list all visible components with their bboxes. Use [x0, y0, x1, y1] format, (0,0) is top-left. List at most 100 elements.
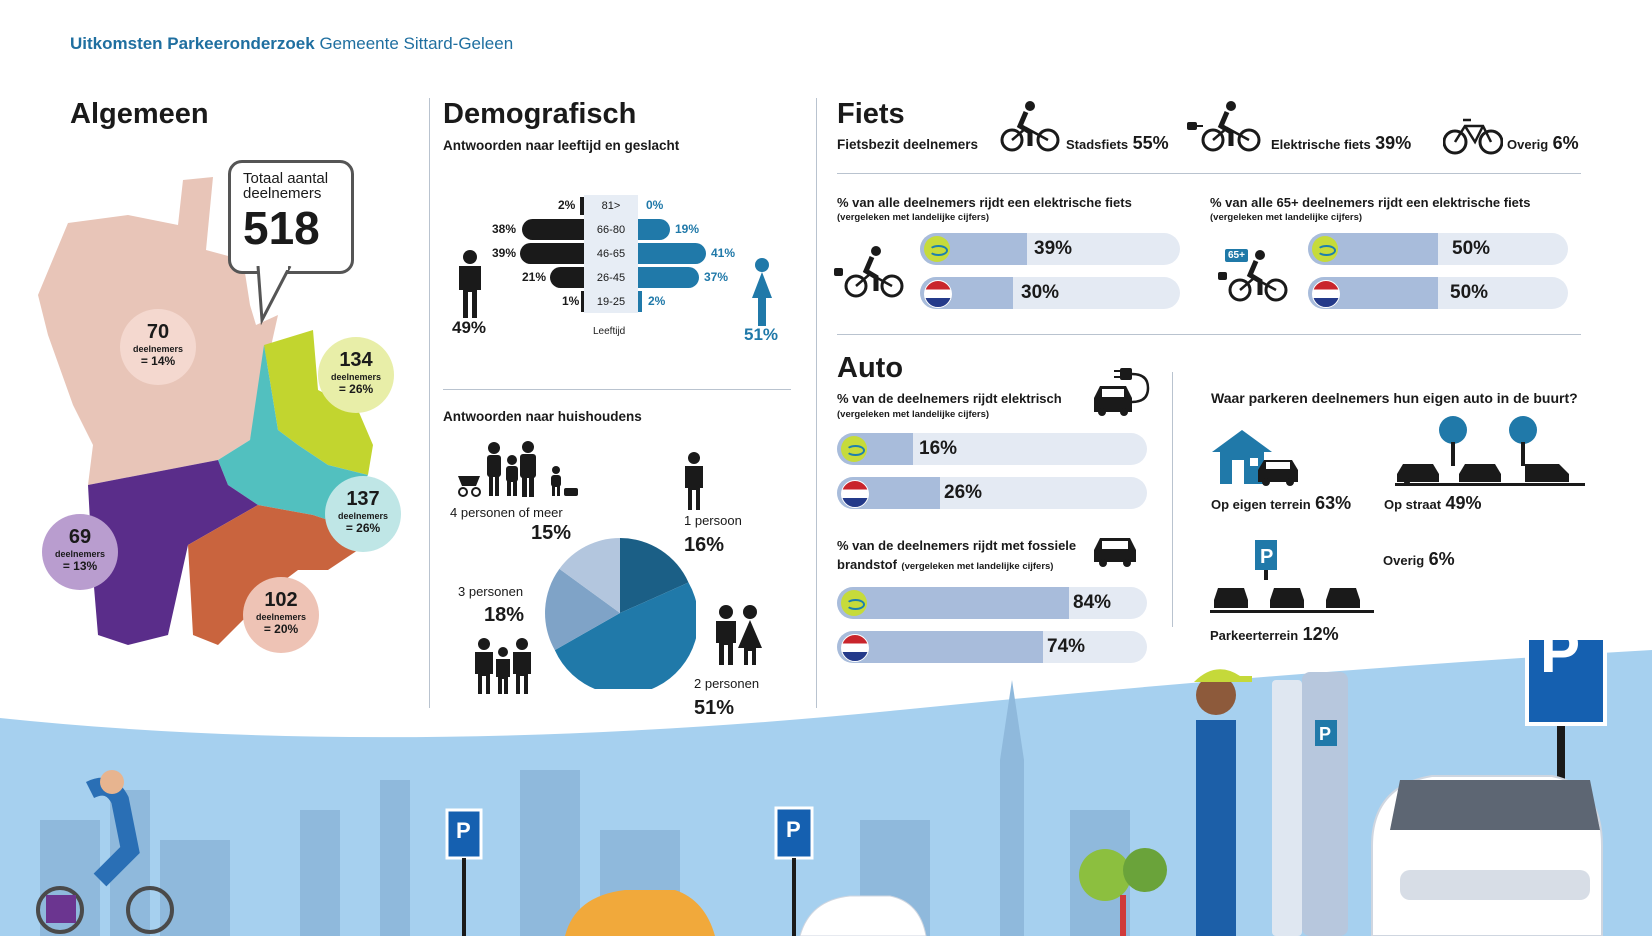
- parking-question: Waar parkeren deelnemers hun eigen auto …: [1211, 390, 1578, 406]
- ebike-all-title: % van alle deelnemers rijdt een elektris…: [837, 195, 1132, 210]
- region-circle-east: 134 deelnemers = 26%: [318, 337, 394, 413]
- region-pct: = 14%: [140, 354, 176, 368]
- pyr-male-bar: [520, 243, 584, 264]
- pyr-male-pct: 2%: [558, 198, 576, 212]
- netherlands-flag-icon: [924, 280, 952, 308]
- total-value: 518: [243, 202, 320, 254]
- city-illustration: P P P P: [0, 640, 1652, 936]
- auto-electric-title: % van de deelnemers rijdt elektrisch: [837, 391, 1062, 406]
- pyr-female-bar: [638, 243, 706, 264]
- ebike-65-title: % van alle 65+ deelnemers rijdt een elek…: [1210, 195, 1531, 210]
- pyr-female-pct: 41%: [711, 246, 736, 260]
- bike-type-overig: Overig 6%: [1507, 133, 1579, 154]
- municipality-logo-icon: [1312, 236, 1338, 262]
- pyr-female-bar: [638, 219, 670, 240]
- household-label-2: 2 personen: [694, 676, 760, 691]
- region-label: deelnemers: [337, 511, 389, 521]
- region-circle-center: 137 deelnemers = 26%: [325, 476, 401, 552]
- netherlands-flag-icon: [841, 634, 869, 662]
- pyr-male-pct: 1%: [562, 294, 580, 308]
- bar-fill: [837, 587, 1069, 619]
- parking-own-ground: Op eigen terrein 63%: [1211, 493, 1351, 514]
- region-value: 137: [346, 488, 380, 510]
- household-label-3: 3 personen: [458, 584, 524, 599]
- region-circle-southwest: 69 deelnemers = 13%: [42, 514, 118, 590]
- divider-1: [429, 98, 430, 708]
- pyr-male-bar: [580, 197, 584, 215]
- fiets-divider-bottom: [837, 334, 1581, 335]
- badge-65plus: 65+: [1225, 249, 1248, 262]
- pyr-female-bar: [638, 267, 699, 288]
- bike-type-label: Overig: [1507, 137, 1549, 152]
- fiets-divider-top: [837, 173, 1581, 174]
- pyr-male-bar: [550, 267, 584, 288]
- svg-text:P: P: [456, 818, 471, 843]
- pyr-male-pct: 39%: [492, 246, 517, 260]
- pyr-male-pct: 21%: [522, 270, 547, 284]
- auto-fossil-local-bar: 84%: [837, 587, 1147, 619]
- pyr-male-bar: [522, 219, 584, 240]
- auto-title: Auto: [837, 352, 904, 384]
- three-persons-icon: [475, 638, 531, 694]
- household-title: Antwoorden naar huishoudens: [443, 409, 642, 424]
- ebike-all-national-bar: 30%: [920, 277, 1180, 309]
- map-region-south-orange: [188, 500, 368, 645]
- region-pct: = 26%: [338, 382, 374, 396]
- demografisch-title: Demografisch: [443, 98, 637, 130]
- household-label-1: 1 persoon: [684, 513, 742, 528]
- pie-slice-4-personen: [559, 538, 620, 613]
- pyr-age-label: 26-45: [596, 272, 626, 284]
- bar-value: 50%: [1450, 282, 1489, 303]
- pyr-male-bar: [581, 291, 584, 312]
- bar-value: 84%: [1073, 592, 1112, 613]
- parking-pct: 49%: [1445, 493, 1482, 513]
- region-value: 69: [68, 526, 92, 548]
- divider-3: [1172, 372, 1173, 627]
- ebike-rider-icon: [834, 246, 904, 298]
- parking-label: Parkeerterrein: [1210, 628, 1299, 643]
- region-value: 102: [264, 589, 298, 611]
- region-circle-south: 102 deelnemers = 20%: [243, 577, 319, 653]
- bar-value: 39%: [1034, 238, 1073, 259]
- female-icon: [752, 258, 772, 326]
- demografisch-subtitle: Antwoorden naar leeftijd en geslacht: [443, 138, 680, 153]
- bar-value: 50%: [1452, 238, 1491, 259]
- female-pct: 51%: [744, 325, 779, 344]
- ebike-65-national-bar: 50%: [1308, 277, 1568, 309]
- pyr-female-pct: 0%: [646, 198, 664, 212]
- fiets-title: Fiets: [837, 98, 905, 130]
- bike-type-pct: 39%: [1375, 133, 1412, 153]
- pyr-age-label: 19-25: [596, 296, 626, 308]
- auto-fossil-title-1: % van de deelnemers rijdt met fossiele: [837, 538, 1077, 553]
- ebike-senior-icon: [1218, 250, 1288, 302]
- ebike-65-note: (vergeleken met landelijke cijfers): [1210, 212, 1363, 223]
- pie-slice-2-personen: [554, 582, 696, 689]
- bar-fill: [837, 631, 1043, 663]
- parking-pct: 12%: [1302, 624, 1339, 644]
- region-label: deelnemers: [255, 612, 307, 622]
- municipality-logo-icon: [841, 436, 867, 462]
- total-label: Totaal aantal deelnemers: [243, 170, 329, 202]
- bike-type-elektrisch: Elektrische fiets 39%: [1271, 133, 1411, 154]
- total-participants-bubble: Totaal aantal deelnemers 518: [228, 160, 354, 274]
- region-pct: = 26%: [345, 521, 381, 535]
- bar-value: 26%: [944, 482, 983, 503]
- male-icon: [459, 250, 481, 318]
- region-pct: = 13%: [62, 559, 98, 573]
- pyr-female-pct: 37%: [704, 270, 729, 284]
- single-person-icon: [685, 452, 703, 510]
- bike-type-pct: 6%: [1552, 133, 1579, 153]
- map-region-center-teal: [218, 345, 368, 520]
- bubble-tail: [256, 266, 292, 326]
- map-region-southwest-purple: [88, 460, 258, 645]
- pyr-female-bar: [638, 291, 642, 312]
- pyr-age-label: 46-65: [596, 248, 626, 260]
- region-value: 70: [146, 321, 170, 343]
- parking-label: Op straat: [1384, 497, 1442, 512]
- page-header: Uitkomsten Parkeeronderzoek Gemeente Sit…: [70, 34, 513, 54]
- region-label: deelnemers: [132, 344, 184, 354]
- region-circle-north: 70 deelnemers = 14%: [120, 309, 196, 385]
- region-label: deelnemers: [54, 549, 106, 559]
- bar-value: 30%: [1021, 282, 1060, 303]
- pie-slice-3-personen: [545, 568, 620, 651]
